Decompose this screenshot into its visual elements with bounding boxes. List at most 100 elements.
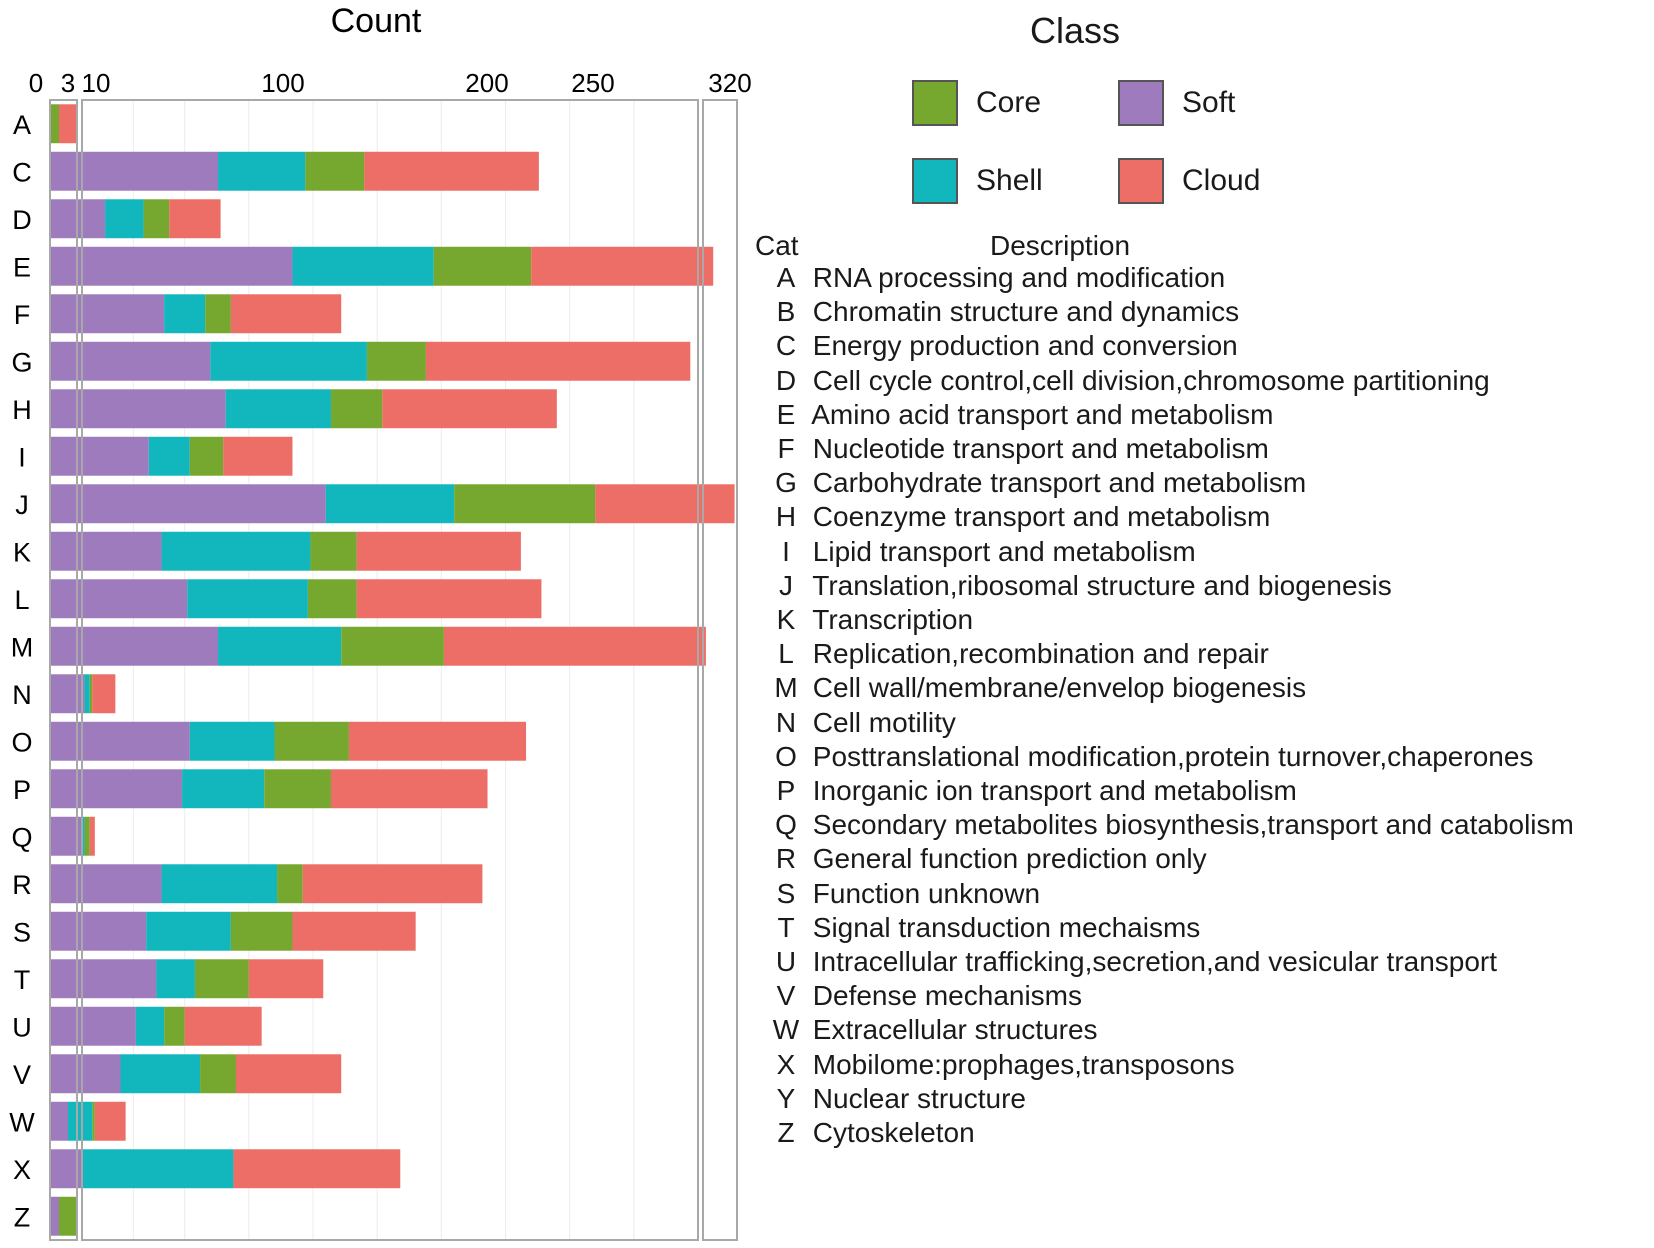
bar-R-core (277, 864, 303, 904)
category-label: J (15, 490, 29, 520)
description-cat: D (775, 364, 797, 396)
bar-H-shell (225, 389, 331, 429)
description-row: J Translation,ribosomal structure and bi… (767, 570, 1392, 602)
bar-U-cloud (184, 1006, 262, 1046)
description-row: X Mobilome:prophages,transposons (767, 1049, 1235, 1081)
chart-title: Count (331, 2, 422, 40)
bar-W-soft (50, 1101, 68, 1141)
category-label: D (12, 205, 32, 235)
description-row: Z Cytoskeleton (767, 1117, 975, 1149)
bar-U-core (164, 1006, 185, 1046)
bar-O-soft (50, 721, 190, 761)
category-label: Z (14, 1202, 31, 1232)
panel-frame-2 (702, 99, 738, 1241)
legend-label-cloud: Cloud (1182, 164, 1261, 197)
cat-column-header: Cat (755, 230, 799, 261)
description-text: Amino acid transport and metabolism (805, 398, 1274, 430)
x-tick-label: 320 (708, 68, 751, 98)
bar-L-cloud (356, 579, 542, 619)
description-row: H Coenzyme transport and metabolism (767, 501, 1270, 533)
bar-P-core (264, 769, 331, 809)
description-cat: O (775, 740, 797, 772)
description-cat: N (775, 706, 797, 738)
description-text: Extracellular structures (805, 1014, 1098, 1046)
description-text: Transcription (805, 604, 974, 635)
category-label: S (13, 917, 31, 947)
category-label: T (14, 965, 31, 995)
description-text: Nucleotide transport and metabolism (805, 433, 1269, 464)
category-label: H (12, 395, 32, 425)
description-cat: K (776, 604, 796, 635)
description-cat: F (777, 433, 795, 464)
description-cat: H (775, 501, 797, 533)
category-label: G (11, 347, 32, 377)
bar-T-cloud (248, 959, 324, 999)
description-text: Carbohydrate transport and metabolism (805, 467, 1307, 499)
bar-Q-core (84, 816, 90, 856)
bar-T-shell (156, 959, 195, 999)
description-row: Y Nuclear structure (767, 1083, 1026, 1115)
bar-F-shell (164, 294, 206, 334)
description-cat: Y (776, 1082, 796, 1114)
bar-Q-cloud (89, 816, 95, 856)
description-row: U Intracellular trafficking,secretion,an… (767, 946, 1497, 978)
bar-T-core (194, 959, 249, 999)
bar-E-shell (292, 246, 434, 286)
description-text: Inorganic ion transport and metabolism (805, 775, 1297, 806)
legend-label-soft: Soft (1182, 86, 1236, 119)
bar-A-cloud (59, 104, 77, 144)
bar-P-shell (182, 769, 265, 809)
bar-R-shell (161, 864, 278, 904)
legend-item-core: Core (912, 80, 1041, 126)
category-label: K (13, 537, 31, 567)
bar-M-soft (50, 626, 219, 666)
description-text: Cell wall/membrane/envelop biogenesis (805, 672, 1307, 704)
bar-E-soft (50, 246, 293, 286)
description-cat: A (776, 262, 796, 293)
description-column-header: Description (990, 230, 1131, 261)
description-row: N Cell motility (767, 707, 956, 739)
description-row: D Cell cycle control,cell division,chrom… (767, 365, 1490, 397)
bar-C-core (305, 151, 365, 191)
category-label: R (12, 870, 32, 900)
bar-Q-shell (82, 816, 85, 856)
bar-V-core (200, 1054, 236, 1094)
category-label: M (11, 632, 34, 662)
description-text: RNA processing and modification (805, 262, 1226, 293)
description-cat: M (774, 672, 798, 704)
description-cat: V (776, 980, 796, 1012)
description-cat: L (778, 638, 794, 670)
bar-S-soft (50, 911, 147, 951)
bar-P-cloud (330, 769, 488, 809)
description-text: Cell motility (805, 706, 956, 738)
bar-N-shell (84, 674, 90, 714)
description-row: W Extracellular structures (767, 1014, 1098, 1046)
bar-G-core (366, 341, 426, 381)
description-text: Secondary metabolites biosynthesis,trans… (805, 809, 1574, 841)
description-text: Translation,ribosomal structure and biog… (805, 569, 1392, 601)
bar-K-shell (161, 531, 311, 571)
bar-I-shell (148, 436, 190, 476)
panel-frames (49, 99, 738, 1241)
description-row: V Defense mechanisms (767, 980, 1082, 1012)
bar-J-soft (50, 484, 326, 524)
legend-swatch-core (912, 80, 958, 126)
bar-K-soft (50, 531, 162, 571)
bar-D-shell (105, 199, 144, 239)
description-cat: T (777, 911, 795, 943)
bar-N-cloud (92, 674, 116, 714)
category-label: C (12, 157, 32, 187)
bar-I-cloud (223, 436, 293, 476)
description-cat: R (775, 843, 797, 875)
bar-H-core (330, 389, 383, 429)
description-text: Cytoskeleton (805, 1117, 975, 1148)
description-text: Mobilome:prophages,transposons (805, 1048, 1235, 1080)
category-label: P (13, 775, 31, 805)
x-tick-label: 10 (82, 68, 111, 98)
description-text: General function prediction only (805, 843, 1207, 875)
description-row: L Replication,recombination and repair (767, 638, 1269, 670)
description-row: C Energy production and conversion (767, 330, 1238, 362)
bar-W-core (92, 1101, 95, 1141)
category-label: N (12, 680, 32, 710)
description-cat: Q (775, 809, 797, 841)
